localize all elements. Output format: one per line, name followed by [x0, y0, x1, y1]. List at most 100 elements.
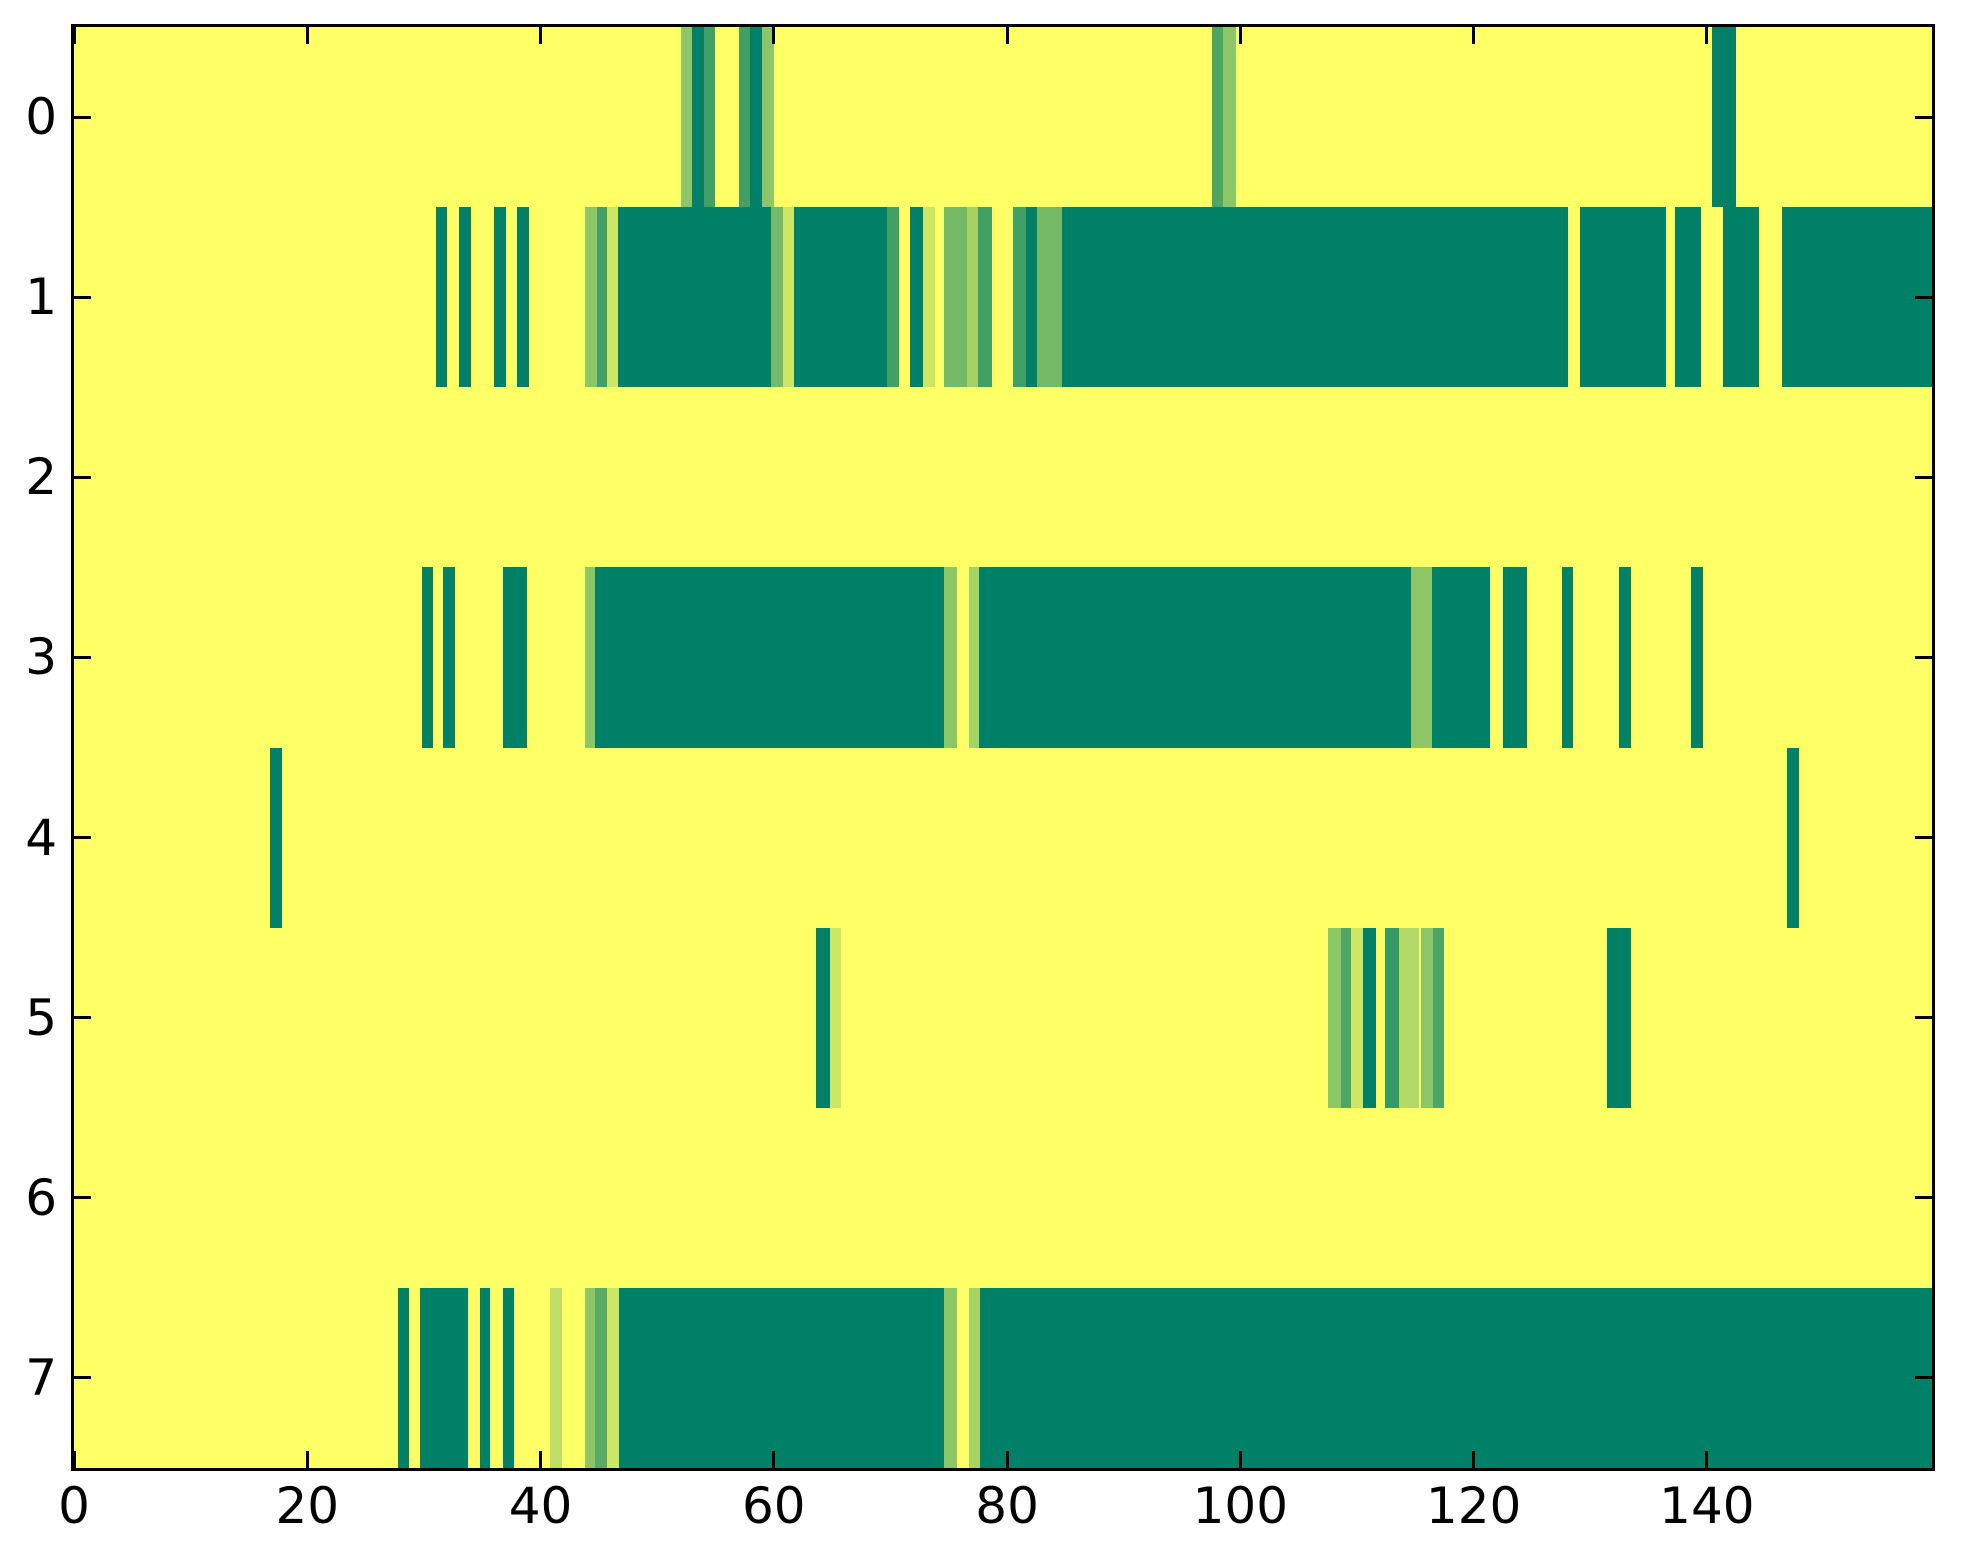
heatmap-cell-segment	[607, 1287, 619, 1468]
heatmap-cell-segment	[420, 1287, 469, 1468]
heatmap-cell-segment	[1351, 927, 1363, 1108]
x-tick-mark	[1472, 27, 1476, 44]
x-tick-mark	[539, 27, 543, 44]
heatmap-cell-segment	[435, 207, 448, 388]
y-tick-mark	[1915, 1376, 1932, 1380]
y-tick-mark	[1915, 295, 1932, 299]
x-tick-mark	[74, 1451, 76, 1468]
heatmap-cell-segment	[421, 567, 434, 748]
heatmap-row-4	[74, 747, 1932, 928]
x-tick-label: 0	[58, 1477, 90, 1535]
heatmap-cell-segment	[479, 1287, 491, 1468]
x-tick-mark	[1005, 1451, 1009, 1468]
heatmap-cell-segment	[1787, 747, 1800, 928]
x-tick-mark	[1705, 1451, 1709, 1468]
y-tick-mark	[1915, 475, 1932, 479]
x-tick-label: 40	[508, 1477, 573, 1535]
heatmap-cell-segment	[771, 207, 784, 388]
heatmap-cell-segment	[783, 207, 794, 388]
x-tick-mark	[1472, 1451, 1476, 1468]
heatmap-cell-segment	[793, 207, 887, 388]
y-tick-label: 0	[25, 88, 57, 147]
y-tick-mark	[74, 1376, 91, 1380]
heatmap-cell-segment	[1502, 567, 1528, 748]
heatmap-cell-segment	[1431, 567, 1490, 748]
heatmap-cell-segment	[1037, 207, 1062, 388]
heatmap-cell-segment	[1432, 927, 1445, 1108]
x-tick-mark	[772, 1451, 776, 1468]
heatmap-row-6	[74, 1108, 1932, 1288]
heatmap-cell-segment	[493, 207, 506, 388]
heatmap-cell-segment	[1384, 927, 1399, 1108]
heatmap-cell-segment	[750, 27, 763, 208]
y-tick-mark	[1915, 836, 1932, 840]
heatmap-plot-area	[71, 24, 1935, 1471]
heatmap-cell-segment	[977, 207, 992, 388]
heatmap-cell-segment	[886, 207, 899, 388]
heatmap-cell-segment	[923, 207, 935, 388]
x-tick-label: 100	[1192, 1477, 1289, 1535]
heatmap-cell-segment	[1723, 207, 1760, 388]
heatmap-cell-segment	[738, 27, 751, 208]
heatmap-cell-segment	[1781, 207, 1932, 388]
x-tick-label: 140	[1659, 1477, 1755, 1535]
heatmap-row-3	[74, 567, 1932, 748]
heatmap-cell-segment	[1606, 927, 1632, 1108]
y-tick-mark	[74, 115, 91, 119]
x-tick-mark	[305, 27, 309, 44]
x-tick-label: 20	[275, 1477, 340, 1535]
heatmap-cell-segment	[549, 1287, 562, 1468]
heatmap-cell-segment	[1327, 927, 1341, 1108]
y-tick-mark	[74, 655, 91, 659]
heatmap-cell-segment	[503, 1287, 514, 1468]
heatmap-row-1	[74, 207, 1932, 388]
heatmap-cell-segment	[503, 567, 527, 748]
x-tick-mark	[305, 1451, 309, 1468]
y-tick-mark	[1915, 655, 1932, 659]
heatmap-cell-segment	[815, 927, 830, 1108]
y-tick-label: 2	[25, 448, 57, 507]
x-tick-mark	[539, 1451, 543, 1468]
heatmap-cell-segment	[1212, 27, 1223, 208]
y-tick-mark	[74, 295, 91, 299]
heatmap-cell-segment	[584, 207, 597, 388]
y-tick-label: 7	[25, 1348, 57, 1407]
heatmap-cell-segment	[1362, 927, 1376, 1108]
heatmap-cell-segment	[944, 1287, 957, 1468]
heatmap-cell-segment	[1711, 27, 1737, 208]
y-tick-mark	[1915, 1016, 1932, 1020]
y-tick-mark	[74, 1016, 91, 1020]
x-tick-mark	[1705, 27, 1709, 44]
heatmap-cell-segment	[1579, 207, 1667, 388]
y-tick-mark	[1915, 1196, 1932, 1200]
heatmap-cell-segment	[617, 207, 772, 388]
heatmap-row-5	[74, 927, 1932, 1108]
heatmap-cell-segment	[458, 207, 471, 388]
heatmap-cell-segment	[680, 27, 693, 208]
heatmap-cell-segment	[692, 27, 704, 208]
y-tick-mark	[74, 1196, 91, 1200]
heatmap-cell-segment	[968, 1287, 981, 1468]
heatmap-cell-segment	[618, 1287, 945, 1468]
heatmap-cell-segment	[269, 747, 282, 928]
y-tick-label: 4	[25, 808, 57, 867]
x-tick-mark	[772, 27, 776, 44]
heatmap-cell-segment	[1619, 567, 1632, 748]
x-tick-mark	[1238, 1451, 1242, 1468]
y-tick-mark	[1915, 115, 1932, 119]
heatmap-cell-segment	[944, 207, 968, 388]
y-tick-label: 6	[25, 1168, 57, 1227]
y-tick-label: 1	[25, 268, 57, 327]
heatmap-row-7	[74, 1287, 1932, 1468]
heatmap-row-2	[74, 387, 1932, 567]
heatmap-cell-segment	[1025, 207, 1038, 388]
heatmap-cell-segment	[1675, 207, 1702, 388]
x-tick-mark	[1005, 27, 1009, 44]
heatmap-cell-segment	[979, 567, 1411, 748]
heatmap-cell-segment	[1012, 207, 1026, 388]
heatmap-cell-segment	[398, 1287, 409, 1468]
x-tick-mark	[1238, 27, 1242, 44]
heatmap-cell-segment	[1690, 567, 1704, 748]
heatmap-cell-segment	[584, 567, 596, 748]
